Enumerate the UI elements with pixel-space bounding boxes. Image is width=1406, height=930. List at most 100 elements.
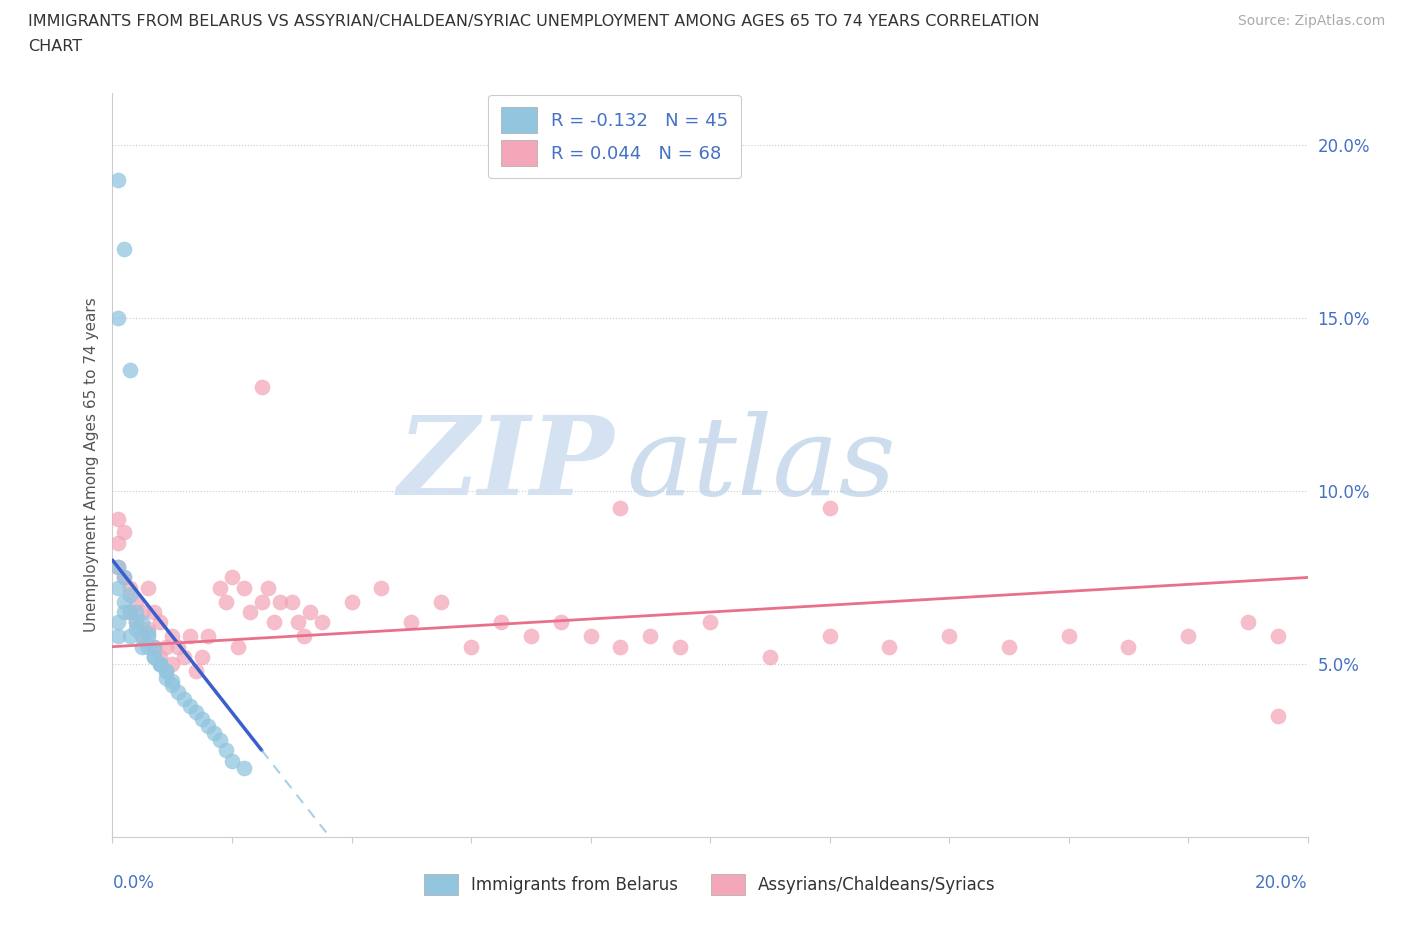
Point <box>107 311 129 325</box>
Point <box>1237 615 1260 630</box>
Point <box>143 639 166 654</box>
Point <box>191 711 214 726</box>
Legend: Immigrants from Belarus, Assyrians/Chaldeans/Syriacs: Immigrants from Belarus, Assyrians/Chald… <box>416 866 1004 903</box>
Point <box>114 594 135 609</box>
Point <box>125 615 148 630</box>
Point <box>143 604 166 619</box>
Point <box>370 580 392 595</box>
Point <box>155 663 177 678</box>
Point <box>155 639 177 654</box>
Point <box>1267 629 1289 644</box>
Point <box>107 580 129 595</box>
Text: 20.0%: 20.0% <box>1256 874 1308 892</box>
Point <box>239 604 262 619</box>
Text: atlas: atlas <box>627 411 896 519</box>
Point <box>298 604 321 619</box>
Point <box>640 629 662 644</box>
Point <box>221 570 243 585</box>
Point <box>215 743 238 758</box>
Point <box>311 615 333 630</box>
Point <box>162 657 183 671</box>
Point <box>125 594 148 609</box>
Point <box>460 639 482 654</box>
Point <box>221 753 243 768</box>
Point <box>149 657 172 671</box>
Point <box>197 629 219 644</box>
Point <box>292 629 315 644</box>
Point <box>263 615 285 630</box>
Point <box>287 615 309 630</box>
Text: 0.0%: 0.0% <box>112 874 155 892</box>
Point <box>430 594 453 609</box>
Point <box>120 363 142 378</box>
Point <box>579 629 602 644</box>
Point <box>138 622 160 637</box>
Point <box>131 604 153 619</box>
Point <box>125 622 148 637</box>
Point <box>149 657 172 671</box>
Point <box>1267 709 1289 724</box>
Point <box>120 580 142 595</box>
Point <box>114 570 135 585</box>
Point <box>120 604 142 619</box>
Point <box>114 241 135 256</box>
Point <box>489 615 512 630</box>
Point <box>186 705 208 720</box>
Point <box>818 629 841 644</box>
Point <box>202 725 225 740</box>
Point <box>131 615 153 630</box>
Point <box>107 560 129 575</box>
Point <box>125 615 148 630</box>
Point <box>550 615 572 630</box>
Point <box>1177 629 1199 644</box>
Point <box>131 629 153 644</box>
Point <box>233 761 256 776</box>
Point <box>107 560 129 575</box>
Point <box>120 588 142 603</box>
Point <box>250 594 273 609</box>
Point <box>138 625 160 640</box>
Point <box>609 501 631 516</box>
Point <box>138 639 160 654</box>
Point <box>1057 629 1080 644</box>
Point <box>138 580 160 595</box>
Point <box>1118 639 1140 654</box>
Point <box>125 604 148 619</box>
Point <box>818 501 841 516</box>
Point <box>162 629 183 644</box>
Point <box>401 615 423 630</box>
Point <box>179 629 201 644</box>
Point <box>114 570 135 585</box>
Point <box>998 639 1021 654</box>
Point <box>107 615 129 630</box>
Point <box>107 536 129 551</box>
Point <box>173 650 195 665</box>
Point <box>167 639 190 654</box>
Point <box>162 674 183 689</box>
Point <box>107 629 129 644</box>
Point <box>257 580 280 595</box>
Point <box>520 629 543 644</box>
Point <box>699 615 721 630</box>
Point <box>250 379 273 394</box>
Point <box>759 650 782 665</box>
Point <box>143 650 166 665</box>
Y-axis label: Unemployment Among Ages 65 to 74 years: Unemployment Among Ages 65 to 74 years <box>83 298 98 632</box>
Point <box>209 580 232 595</box>
Text: IMMIGRANTS FROM BELARUS VS ASSYRIAN/CHALDEAN/SYRIAC UNEMPLOYMENT AMONG AGES 65 T: IMMIGRANTS FROM BELARUS VS ASSYRIAN/CHAL… <box>28 14 1039 29</box>
Point <box>143 650 166 665</box>
Text: ZIP: ZIP <box>398 411 614 519</box>
Point <box>186 663 208 678</box>
Point <box>149 657 172 671</box>
Text: Source: ZipAtlas.com: Source: ZipAtlas.com <box>1237 14 1385 28</box>
Point <box>155 663 177 678</box>
Text: CHART: CHART <box>28 39 82 54</box>
Point <box>143 639 166 654</box>
Point <box>669 639 692 654</box>
Point <box>191 650 214 665</box>
Point <box>179 698 201 713</box>
Point <box>281 594 304 609</box>
Point <box>149 615 172 630</box>
Point <box>138 629 160 644</box>
Point <box>114 525 135 540</box>
